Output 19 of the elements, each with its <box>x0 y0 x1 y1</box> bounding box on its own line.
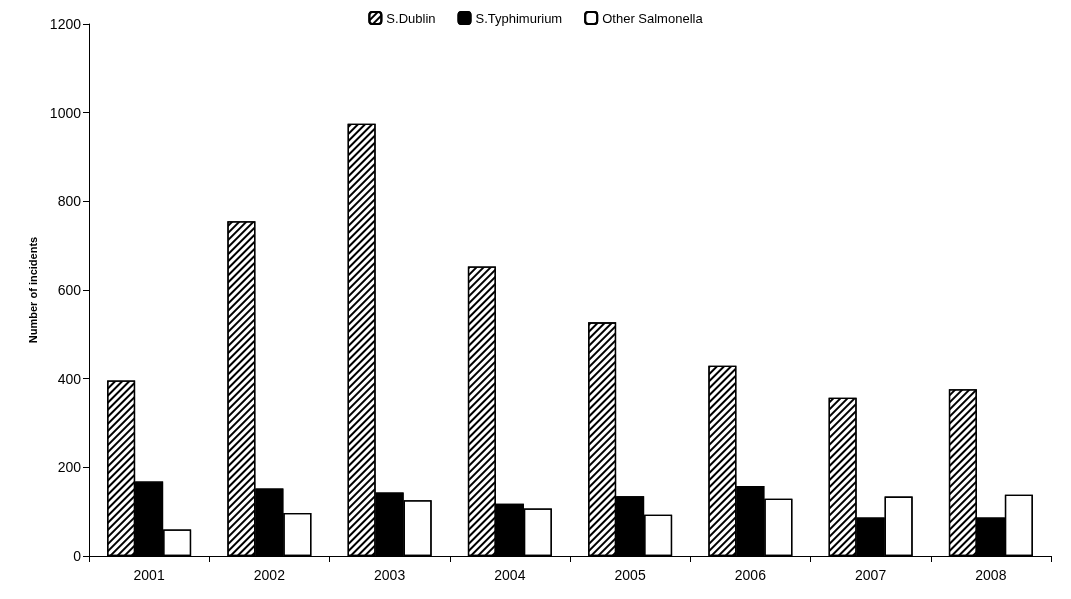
y-tick-label: 600 <box>57 282 82 298</box>
y-tick-label: 0 <box>73 548 82 564</box>
y-tick-label: 800 <box>57 193 82 210</box>
x-tick-label: 2006 <box>734 567 767 583</box>
legend-label: S.Typhimurium <box>475 10 563 26</box>
x-tick-label: 2005 <box>614 567 646 583</box>
y-axis-title: Number of incidents <box>27 236 40 344</box>
x-tick-label: 2004 <box>494 567 526 583</box>
x-tick-label: 2002 <box>253 567 286 583</box>
legend-label: Other Salmonella <box>602 10 704 26</box>
x-tick-label: 2001 <box>133 567 165 583</box>
x-tick-label: 2007 <box>855 567 887 583</box>
x-tick-label: 2003 <box>374 567 406 583</box>
legend-label: S.Dublin <box>386 10 436 26</box>
x-tick-label: 2008 <box>975 567 1007 583</box>
y-tick-label: 200 <box>57 459 82 476</box>
y-tick-label: 400 <box>57 370 82 387</box>
y-tick-label: 1000 <box>49 104 82 121</box>
y-tick-label: 1200 <box>49 16 82 32</box>
